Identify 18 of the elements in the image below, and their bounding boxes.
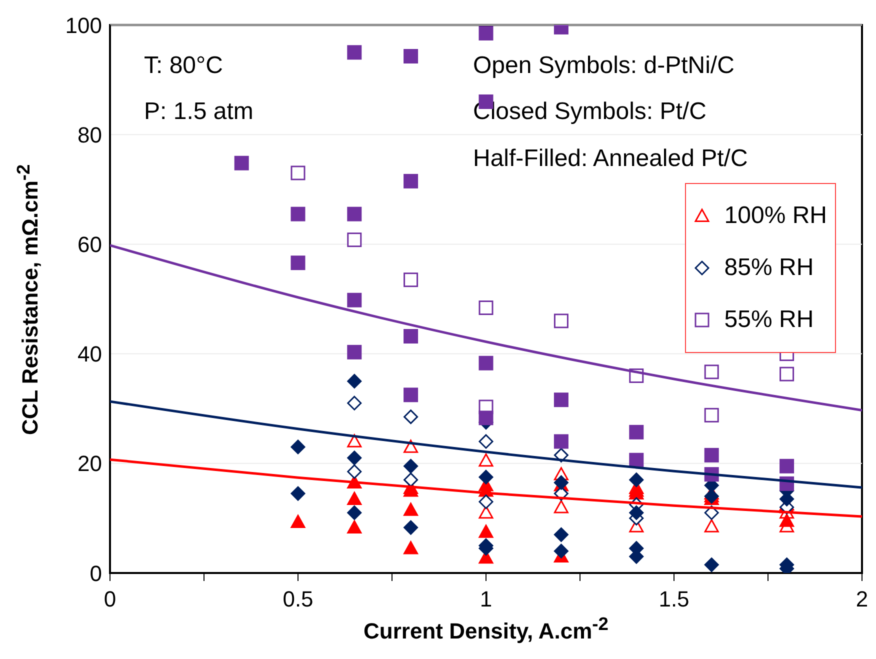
y-tick-label: 100 [65,12,102,38]
x-tick-label: 0.5 [282,586,314,612]
legend-label: 100% RH [724,202,827,230]
y-tick-label: 20 [78,451,102,476]
annotation: Open Symbols: d-PtNi/C [473,52,734,80]
x-tick-label: 2 [856,586,868,612]
annotation: P: 1.5 atm [144,98,254,126]
x-tick-label: 1 [480,586,492,612]
y-tick-label: 80 [78,122,102,148]
annotation: Half-Filled: Annealed Pt/C [473,145,748,173]
x-axis-title: Current Density, A.cm$^{-2}$ [362,613,610,644]
y-tick-label: 40 [78,342,102,367]
legend-label: 55% RH [724,306,814,334]
x-tick-label: 1.5 [658,586,690,612]
y-tick-label: 0 [90,560,102,586]
y-tick-label: 60 [78,232,102,258]
annotation: T: 80°C [144,52,223,80]
legend-label: 85% RH [724,254,814,282]
